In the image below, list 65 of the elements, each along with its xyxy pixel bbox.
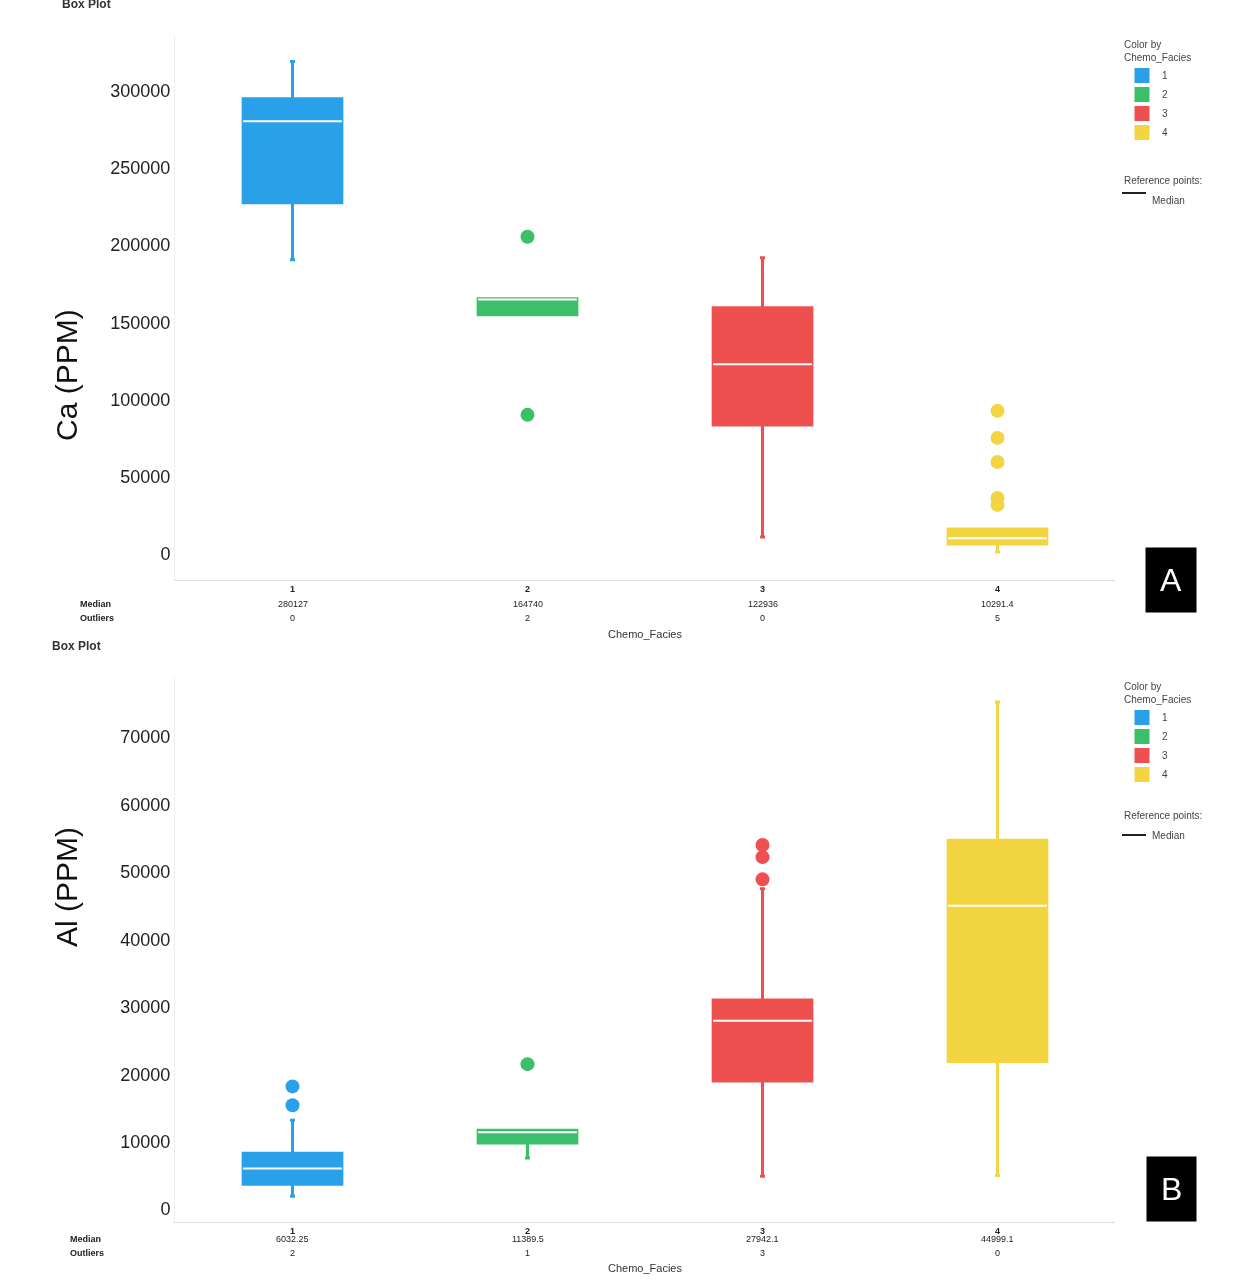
text: 3 xyxy=(760,1248,766,1258)
x-tick-label: 3 xyxy=(759,583,766,594)
x-tick-label: 2 xyxy=(524,583,531,594)
legend-label: 2 xyxy=(1162,89,1168,101)
text: 11389.5 xyxy=(512,1234,544,1244)
legend-label: 4 xyxy=(1162,127,1168,139)
y-tick-label: 0 xyxy=(160,1199,171,1220)
y-tick-label: 150000 xyxy=(110,312,171,333)
text: Median xyxy=(1152,830,1185,841)
text: B xyxy=(1161,1171,1183,1207)
text: Median xyxy=(1152,195,1185,206)
text: Outliers xyxy=(80,613,115,623)
text: 44999.1 xyxy=(981,1234,1014,1244)
legend-label: 3 xyxy=(1162,750,1168,762)
y-tick-label: 250000 xyxy=(110,158,171,179)
text: 5 xyxy=(995,613,1001,623)
legend-label: 1 xyxy=(1162,712,1168,724)
x-tick-label: 2 xyxy=(524,1225,531,1236)
legend-label: 2 xyxy=(1162,731,1168,743)
text: 2 xyxy=(290,1248,296,1258)
y-axis-title: Ca (PPM) xyxy=(50,309,83,441)
y-tick-label: 10000 xyxy=(120,1132,171,1153)
text: 280127 xyxy=(278,599,309,609)
text: 0 xyxy=(995,1248,1001,1258)
y-tick-label: 70000 xyxy=(120,727,171,748)
text: 0 xyxy=(760,613,766,623)
y-tick-label: 0 xyxy=(160,544,171,565)
legend-title: Color by Chemo_Facies xyxy=(1124,39,1192,63)
text: Reference points: xyxy=(1124,175,1203,186)
x-tick-label: 1 xyxy=(289,1225,296,1236)
text: 10291.4 xyxy=(981,599,1014,609)
x-axis-title: Chemo_Facies xyxy=(608,628,683,640)
x-axis-title: Chemo_Facies xyxy=(608,1262,683,1274)
x-tick-label: 4 xyxy=(994,1225,1001,1236)
text: 164740 xyxy=(513,599,544,609)
y-tick-label: 40000 xyxy=(120,929,171,950)
text: 0 xyxy=(290,613,296,623)
text: Box Plot xyxy=(52,639,101,653)
text: Reference points: xyxy=(1124,810,1203,821)
y-tick-label: 30000 xyxy=(120,997,171,1018)
text: 27942.1 xyxy=(746,1234,779,1244)
y-tick-label: 200000 xyxy=(110,235,171,256)
legend-label: 1 xyxy=(1162,70,1168,82)
y-tick-label: 60000 xyxy=(120,794,171,815)
text: 2 xyxy=(525,613,531,623)
y-tick-label: 50000 xyxy=(120,467,171,488)
x-tick-label: 1 xyxy=(289,583,296,594)
y-tick-label: 100000 xyxy=(110,389,171,410)
legend-title: Color by Chemo_Facies xyxy=(1124,681,1192,705)
text: 122936 xyxy=(748,599,779,609)
y-tick-label: 50000 xyxy=(120,862,171,883)
text: Outliers xyxy=(70,1248,105,1258)
y-tick-label: 300000 xyxy=(110,80,171,101)
legend-label: 4 xyxy=(1162,769,1168,781)
x-tick-label: 3 xyxy=(759,1225,766,1236)
x-tick-label: 4 xyxy=(994,583,1001,594)
chart-title: Box Plot xyxy=(62,0,111,11)
y-axis-title: Al (PPM) xyxy=(50,827,83,947)
text: 1 xyxy=(525,1248,531,1258)
text: A xyxy=(1160,562,1182,598)
text: 6032.25 xyxy=(276,1234,309,1244)
y-tick-label: 20000 xyxy=(120,1064,171,1085)
text: Median xyxy=(70,1234,102,1244)
legend-label: 3 xyxy=(1162,108,1168,120)
text: Median xyxy=(80,599,112,609)
